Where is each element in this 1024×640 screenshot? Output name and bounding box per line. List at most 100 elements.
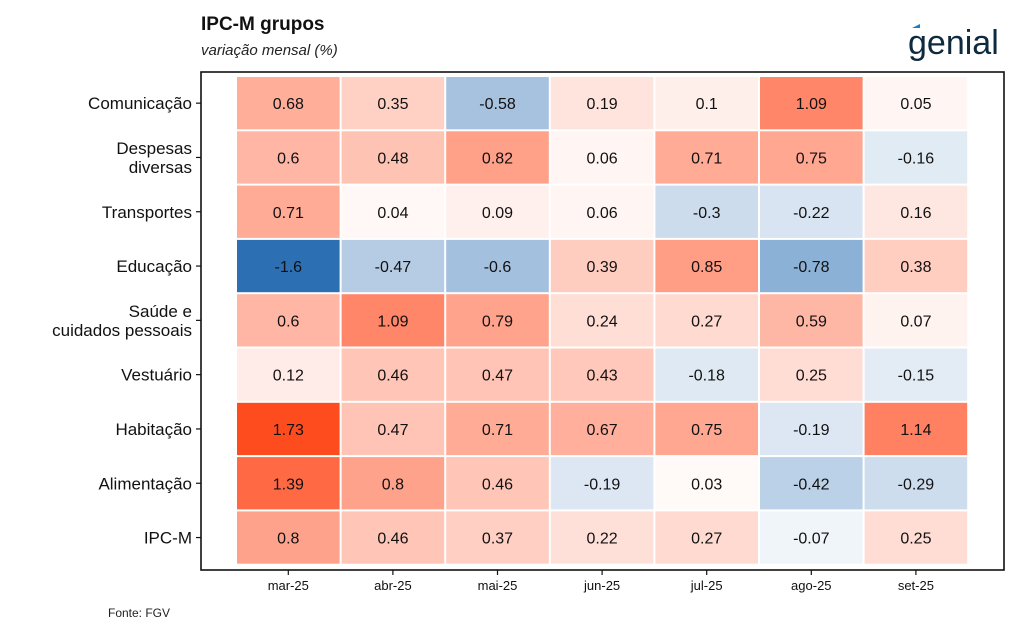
heatmap-cell — [864, 402, 968, 456]
cell-value-label: -0.22 — [793, 205, 830, 222]
cell-value-label: 0.24 — [587, 313, 618, 330]
cell-value-label: -0.18 — [688, 368, 725, 385]
heatmap-cell — [864, 77, 968, 130]
cell-value-label: 0.27 — [691, 313, 722, 330]
chart-subtitle: variação mensal (%) — [201, 42, 338, 59]
heatmap-cell — [864, 457, 968, 510]
cell-value-label: 0.6 — [277, 313, 299, 330]
heatmap-cell — [550, 131, 654, 184]
cell-value-label: 0.71 — [482, 422, 513, 439]
heatmap-cell — [341, 239, 445, 293]
heatmap-cell — [446, 511, 549, 564]
y-axis-label: Despesas diversas — [116, 139, 192, 177]
cell-value-label: 0.39 — [587, 259, 618, 276]
cell-value-label: 0.05 — [900, 96, 931, 113]
cell-value-label: 0.71 — [691, 150, 722, 167]
cell-value-label: -0.29 — [898, 476, 935, 493]
cell-value-label: 0.09 — [482, 205, 513, 222]
chart-title: IPC-M grupos — [201, 14, 325, 35]
cell-value-label: 0.12 — [273, 368, 304, 385]
cell-value-label: -0.47 — [375, 259, 412, 276]
heatmap-cell — [446, 294, 549, 347]
y-axis-label: IPC-M — [144, 529, 192, 548]
cell-value-label: -0.16 — [898, 150, 935, 167]
x-axis-label: jul-25 — [690, 578, 723, 593]
cell-value-label: 0.46 — [377, 531, 408, 548]
cell-value-label: 0.75 — [691, 422, 722, 439]
x-axis-label: ago-25 — [791, 578, 831, 593]
heatmap-cell — [864, 185, 968, 238]
heatmap-cell — [237, 185, 340, 238]
heatmap-cell — [341, 185, 445, 238]
cell-value-label: 0.03 — [691, 476, 722, 493]
heatmap-cell — [341, 77, 445, 130]
heatmap-cell — [237, 77, 340, 130]
cell-value-label: 0.6 — [277, 150, 299, 167]
cell-value-label: 0.06 — [587, 150, 618, 167]
heatmap-cell — [864, 131, 968, 184]
cell-value-label: -0.15 — [898, 368, 935, 385]
heatmap-cell — [655, 511, 758, 564]
heatmap-cell — [237, 294, 340, 347]
heatmap-cell — [446, 402, 549, 456]
heatmap-cell — [550, 239, 654, 293]
cell-value-label: 0.75 — [796, 150, 827, 167]
cell-value-label: 0.25 — [900, 531, 931, 548]
heatmap-cell — [341, 402, 445, 456]
heatmap-cell — [446, 239, 549, 293]
cell-value-label: 0.16 — [900, 205, 931, 222]
heatmap-cell — [760, 402, 863, 456]
heatmap-cell — [446, 131, 549, 184]
y-axis-label: Alimentação — [98, 474, 192, 493]
cell-value-label: -0.58 — [479, 96, 516, 113]
heatmap-cell — [550, 185, 654, 238]
heatmap-cell — [864, 348, 968, 401]
y-axis-label: Educação — [116, 257, 192, 276]
genial-logo: genial — [906, 18, 1010, 66]
cell-value-label: 0.06 — [587, 205, 618, 222]
cell-value-label: 1.14 — [900, 422, 931, 439]
heatmap-cell — [550, 348, 654, 401]
heatmap-cell — [341, 511, 445, 564]
heatmap-cell — [655, 348, 758, 401]
cell-value-label: 0.79 — [482, 313, 513, 330]
cell-value-label: 1.73 — [273, 422, 304, 439]
heatmap-cell — [237, 511, 340, 564]
heatmap-cell — [655, 457, 758, 510]
cell-value-label: 0.46 — [482, 476, 513, 493]
heatmap-cell — [655, 294, 758, 347]
heatmap-cell — [760, 77, 863, 130]
cell-value-label: 0.1 — [696, 96, 718, 113]
cell-value-label: 0.8 — [277, 531, 299, 548]
heatmap-cell — [864, 294, 968, 347]
cell-value-label: 0.48 — [377, 150, 408, 167]
heatmap-cell — [237, 402, 340, 456]
cell-value-label: -0.19 — [584, 476, 621, 493]
logo-text: genial — [908, 24, 999, 62]
cell-value-label: 1.09 — [796, 96, 827, 113]
heatmap-cell — [550, 511, 654, 564]
heatmap-cell — [237, 457, 340, 510]
y-axis-label: Transportes — [102, 203, 192, 222]
cell-value-label: 0.8 — [382, 476, 404, 493]
cell-value-label: 0.04 — [377, 205, 408, 222]
cell-value-label: 0.71 — [273, 205, 304, 222]
heatmap-cell — [655, 131, 758, 184]
cell-value-label: 0.47 — [377, 422, 408, 439]
heatmap-cell — [550, 402, 654, 456]
heatmap-cell — [446, 457, 549, 510]
heatmap-cell — [760, 348, 863, 401]
cell-value-label: 0.59 — [796, 313, 827, 330]
cell-value-label: 0.25 — [796, 368, 827, 385]
cell-value-label: 0.68 — [273, 96, 304, 113]
cell-value-label: -1.6 — [275, 259, 303, 276]
heatmap-cell — [760, 131, 863, 184]
heatmap-cell — [655, 402, 758, 456]
cell-value-label: -0.6 — [484, 259, 512, 276]
cell-value-label: -0.42 — [793, 476, 830, 493]
x-axis-label: jun-25 — [583, 578, 620, 593]
y-axis-label: Vestuário — [121, 366, 192, 385]
heatmap-cell — [341, 294, 445, 347]
cell-value-label: 0.43 — [587, 368, 618, 385]
